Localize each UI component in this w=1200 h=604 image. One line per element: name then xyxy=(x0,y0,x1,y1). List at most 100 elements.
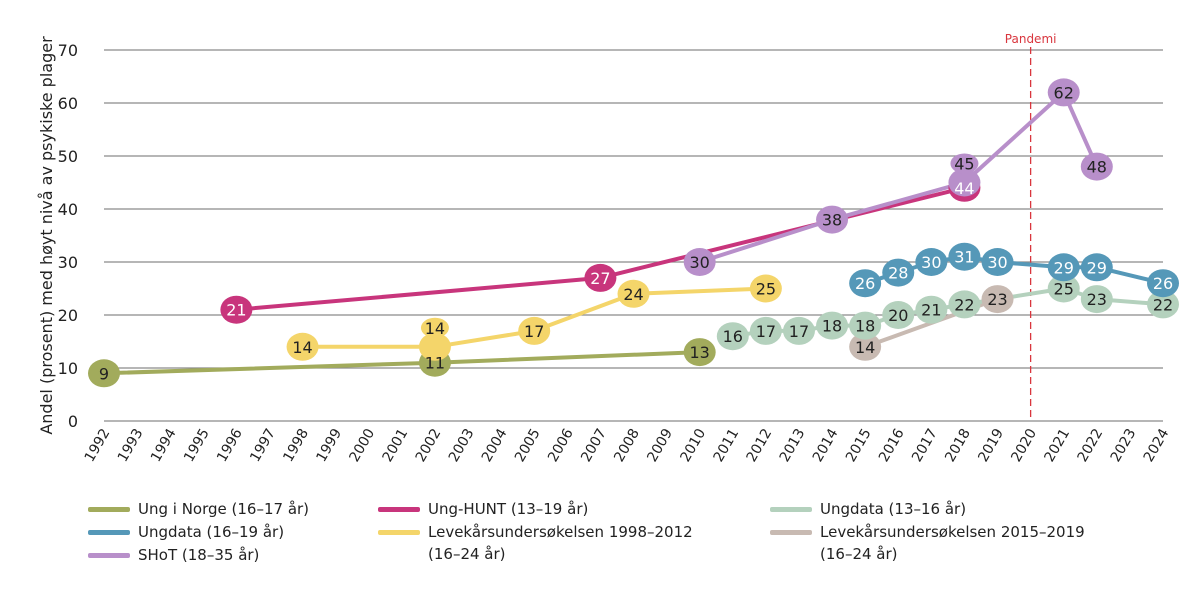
data-point xyxy=(617,279,650,308)
x-tick-label: 2012 xyxy=(744,426,776,465)
x-tick-label: 2005 xyxy=(512,426,544,465)
x-tick-label: 1994 xyxy=(148,426,180,465)
data-label-bg xyxy=(420,317,449,338)
data-point xyxy=(948,242,981,271)
data-label: 48 xyxy=(1087,158,1107,177)
data-point xyxy=(849,269,882,298)
x-tick-label: 2024 xyxy=(1141,426,1173,465)
data-label: 22 xyxy=(1153,295,1173,314)
y-tick-label: 40 xyxy=(58,200,78,219)
x-tick-label: 2001 xyxy=(380,426,412,465)
x-tick-label: 2021 xyxy=(1042,426,1074,465)
data-label: 62 xyxy=(1054,83,1074,102)
x-tick-label: 2014 xyxy=(810,426,842,465)
y-tick-label: 20 xyxy=(58,306,78,325)
data-point xyxy=(518,316,551,345)
y-tick-label: 0 xyxy=(68,412,78,431)
data-point xyxy=(749,316,782,345)
data-label: 17 xyxy=(756,322,776,341)
legend-label: Levekårsundersøkelsen 1998–2012 xyxy=(428,523,693,541)
data-label: 31 xyxy=(954,248,974,267)
data-point xyxy=(948,168,981,197)
legend-item: Ungdata (13–16 år) xyxy=(770,498,966,520)
x-tick-label: 2016 xyxy=(876,426,908,465)
data-point xyxy=(1047,78,1080,107)
data-label: 14 xyxy=(292,338,312,357)
legend-item: Ungdata (16–19 år) xyxy=(88,521,284,543)
data-label: 14 xyxy=(425,319,445,338)
data-label: 29 xyxy=(1087,258,1107,277)
data-label-bg xyxy=(950,153,979,174)
x-tick-label: 2018 xyxy=(942,426,974,465)
data-point xyxy=(584,263,617,292)
data-label: 30 xyxy=(921,253,941,272)
y-tick-label: 60 xyxy=(58,94,78,113)
data-label: 22 xyxy=(954,295,974,314)
y-tick-label: 70 xyxy=(58,41,78,60)
x-tick-label: 2007 xyxy=(578,426,610,465)
data-point xyxy=(683,338,716,367)
legend-label: (16–24 år) xyxy=(820,545,898,563)
data-label: 11 xyxy=(425,354,445,373)
legend-item: Ung-HUNT (13–19 år) xyxy=(378,498,588,520)
data-label: 13 xyxy=(690,343,710,362)
legend-swatch xyxy=(88,530,130,535)
x-tick-label: 2015 xyxy=(843,426,875,465)
data-label: 18 xyxy=(855,317,875,336)
x-tick-label: 2013 xyxy=(777,426,809,465)
y-axis-label: Andel (prosent) med høyt nivå av psykisk… xyxy=(37,36,56,435)
data-label: 26 xyxy=(855,274,875,293)
x-tick-label: 2020 xyxy=(1008,426,1040,465)
x-tick-label: 1993 xyxy=(115,426,147,465)
legend-swatch xyxy=(88,507,130,512)
x-tick-label: 1992 xyxy=(82,426,114,465)
data-label: 30 xyxy=(987,253,1007,272)
x-tick-label: 2004 xyxy=(479,426,511,465)
data-point xyxy=(683,248,716,276)
data-label: 21 xyxy=(921,301,941,320)
series-line xyxy=(103,350,700,376)
data-label: 18 xyxy=(822,317,842,336)
legend-swatch xyxy=(770,530,812,535)
data-point xyxy=(849,332,882,361)
data-label: 27 xyxy=(590,269,610,288)
data-point xyxy=(849,311,882,340)
data-point xyxy=(782,316,815,345)
data-point xyxy=(220,295,253,324)
data-label: 29 xyxy=(1054,258,1074,277)
legend-item: SHoT (18–35 år) xyxy=(88,544,259,566)
data-label: 21 xyxy=(226,301,246,320)
legend-label: Ung i Norge (16–17 år) xyxy=(138,500,310,518)
legend-label: Levekårsundersøkelsen 2015–2019 xyxy=(820,523,1085,541)
data-label: 23 xyxy=(1087,290,1107,309)
legend-swatch xyxy=(378,507,420,512)
data-point xyxy=(816,311,849,340)
x-tick-label: 2010 xyxy=(677,426,709,465)
x-tick-label: 2006 xyxy=(545,426,577,465)
data-point xyxy=(716,322,749,351)
data-label: 30 xyxy=(690,253,710,272)
x-tick-label: 2008 xyxy=(611,426,643,465)
legend-label: Ungdata (16–19 år) xyxy=(138,523,285,541)
data-point xyxy=(88,359,120,388)
data-point xyxy=(286,332,319,361)
data-point xyxy=(1047,253,1080,282)
data-point xyxy=(915,295,948,324)
x-tick-label: 2002 xyxy=(413,426,445,465)
data-label: 26 xyxy=(1153,274,1173,293)
x-tick-label: 1998 xyxy=(280,426,312,465)
data-label: 20 xyxy=(888,306,908,325)
data-label: 44 xyxy=(954,179,974,198)
data-point xyxy=(1080,152,1113,181)
legend-label: Ungdata (13–16 år) xyxy=(820,500,967,518)
data-label: 9 xyxy=(99,364,109,383)
pandemic-label: Pandemi xyxy=(1005,32,1057,46)
data-label: 23 xyxy=(987,290,1007,309)
legend-item: Levekårsundersøkelsen 1998–2012 (16–24 år… xyxy=(378,521,693,565)
data-point xyxy=(418,332,451,361)
y-tick-label: 50 xyxy=(58,147,78,166)
data-point xyxy=(1147,269,1179,298)
legend-swatch xyxy=(378,530,420,535)
